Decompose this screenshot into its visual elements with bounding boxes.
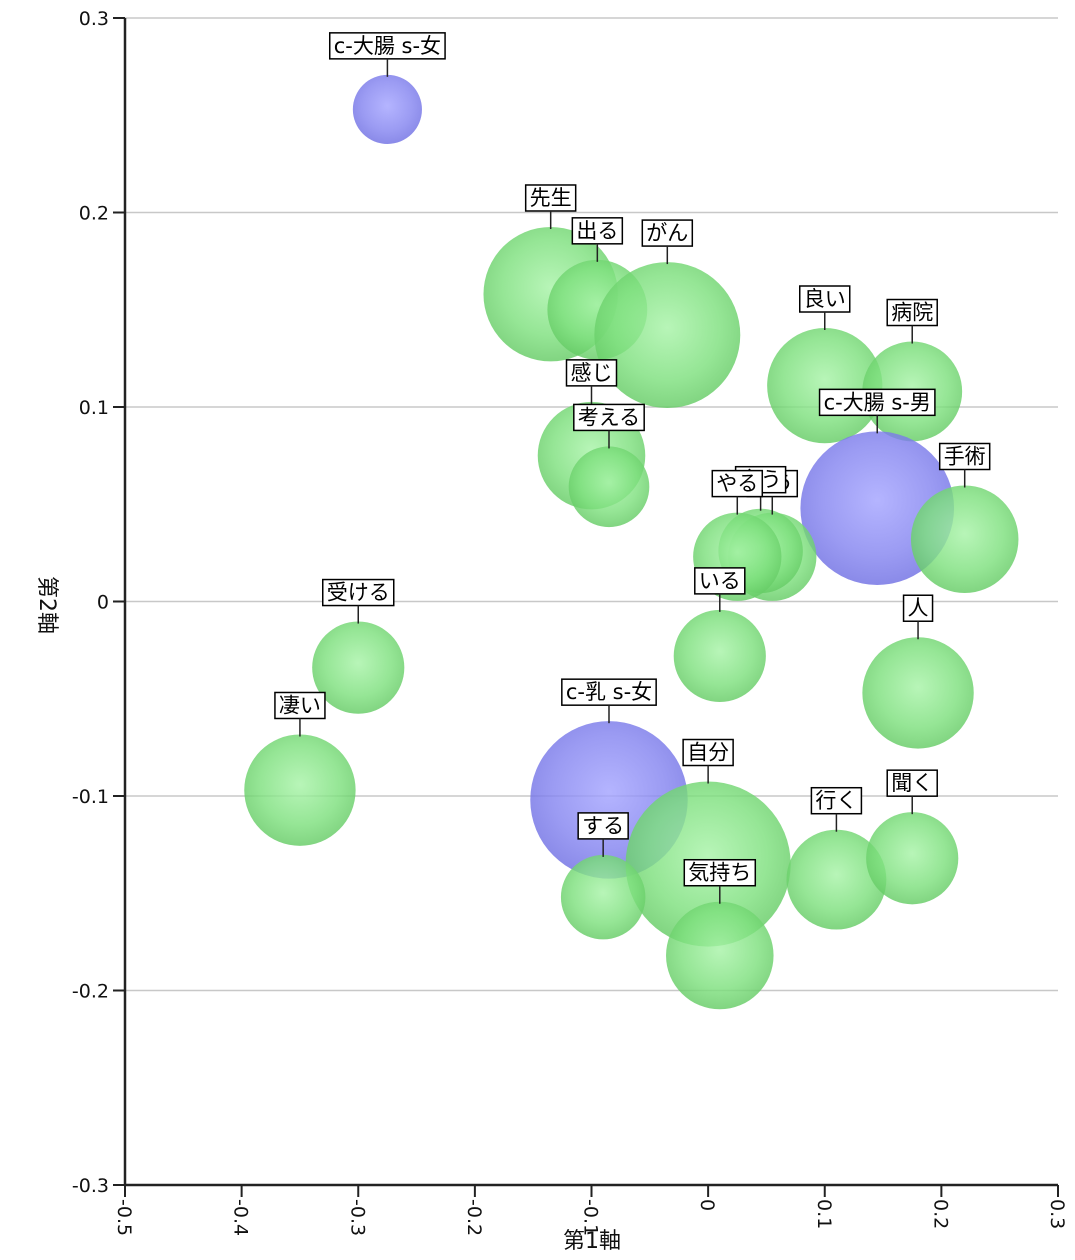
x-tick-label: 0	[696, 1199, 718, 1211]
y-axis-title: 第2軸	[34, 576, 59, 634]
bubble-label-box	[328, 32, 446, 60]
bubble-label: 病院	[886, 298, 938, 344]
bubble-label-text: 先生	[530, 186, 572, 210]
bubble-label-box	[565, 359, 618, 387]
bubble-label: 先生	[524, 184, 577, 229]
bubble-label: 聞く	[886, 769, 938, 815]
bubble-label-text: 良い	[804, 287, 846, 311]
word-bubble	[568, 446, 650, 528]
bubble-label-box	[683, 858, 757, 887]
bubble-label-text: 考える	[578, 405, 640, 429]
y-tick-label: 0.3	[79, 8, 109, 30]
bubble-label-text: 行く	[815, 789, 857, 813]
bubble-label: 自分	[682, 738, 734, 784]
bubble-label-box	[682, 738, 734, 767]
bubble-label: 手術	[938, 442, 991, 488]
word-bubble	[786, 829, 887, 930]
bubble-label: 良い	[799, 285, 851, 331]
word-bubble	[312, 621, 405, 714]
bubble-label: c-大腸 s-女	[328, 32, 446, 77]
bubble-label-text: 病院	[891, 301, 933, 325]
bubble-label: 考える	[573, 403, 645, 449]
x-tick-label: 0.3	[1046, 1199, 1068, 1229]
y-tick-label: 0.2	[79, 203, 109, 225]
word-bubble	[666, 901, 774, 1010]
axes: 0.30.20.10-0.1-0.2-0.3-0.5 -0.4 -0.3 -0.2 -0…	[72, 8, 1068, 1236]
bubble-label: がん	[641, 219, 694, 265]
bubble-label: する	[577, 812, 629, 857]
bubble-label-text: やる	[716, 472, 758, 496]
x-tick-label: 0.2	[929, 1199, 951, 1229]
bubble-label-text: 出る	[576, 219, 618, 243]
x-tick-label: -0.4	[230, 1199, 252, 1236]
bubble-label-text: する	[582, 814, 624, 838]
y-tick-label: -0.3	[72, 1175, 109, 1197]
bubble-label: 感じ	[565, 359, 618, 404]
bubble-label: いる	[694, 567, 746, 612]
bubble-label-box	[573, 403, 645, 432]
x-tick-label: -0.2	[463, 1199, 485, 1236]
x-tick-label: -0.3	[346, 1199, 368, 1236]
word-bubble	[244, 734, 356, 846]
bubble-label-box	[322, 578, 395, 607]
x-axis-title: 第1軸	[563, 1229, 621, 1254]
bubble-label: 凄い	[274, 691, 326, 737]
bubble-label-text: 聞く	[891, 771, 933, 795]
bubble-label: 受ける	[322, 578, 395, 624]
bubble-label-text: c-大腸 s-男	[824, 390, 931, 414]
y-tick-label: 0	[97, 592, 109, 614]
bubble-label-text: c-乳 s-女	[566, 680, 652, 704]
word-bubble	[862, 637, 974, 749]
word-bubble	[910, 485, 1019, 594]
bubble-label: 気持ち	[683, 858, 757, 904]
word-bubble	[866, 812, 959, 905]
bubble-label-text: 気持ち	[688, 861, 751, 885]
bubble-label: 行く	[810, 786, 863, 832]
bubble-label: 出る	[571, 217, 624, 262]
bubble-label: c-大腸 s-男	[818, 388, 936, 434]
bubble-label-text: 手術	[944, 445, 986, 469]
bubble-label-box	[641, 219, 694, 247]
x-tick-label: -0.1	[580, 1199, 602, 1236]
bubble-label-text: 受ける	[327, 581, 390, 605]
word-bubble	[560, 854, 646, 940]
bubble-label-text: 自分	[687, 741, 729, 765]
x-tick-label: 0.1	[813, 1199, 835, 1229]
bubble-label-box	[902, 594, 934, 622]
bubble-label-text: 人	[908, 596, 929, 620]
bubble-label-text: いる	[699, 569, 741, 593]
word-bubble	[594, 262, 741, 408]
bubble-label-box	[818, 388, 936, 417]
y-tick-label: -0.1	[72, 786, 109, 808]
bubble-label-box	[561, 678, 657, 706]
bubble-label-box	[577, 812, 629, 840]
bubble-label-text: がん	[646, 221, 688, 245]
bubble-label-box	[524, 184, 577, 212]
x-tick-label: -0.5	[113, 1199, 135, 1236]
bubble-label-text: 凄い	[279, 693, 321, 717]
bubble-label-box	[810, 786, 863, 815]
bubble-label-box	[274, 691, 326, 720]
bubble-label: やる	[711, 469, 764, 515]
bubble-label: c-乳 s-女	[561, 678, 657, 724]
category-bubble	[352, 74, 422, 144]
bubbles	[244, 74, 1019, 1010]
word-bubble	[673, 609, 766, 703]
bubble-label-box	[571, 217, 624, 245]
bubble-label-text: c-大腸 s-女	[334, 34, 441, 58]
y-tick-label: -0.2	[72, 981, 109, 1003]
bubble-label: 人	[902, 594, 934, 640]
bubble-label-text: 感じ	[571, 361, 613, 385]
y-tick-label: 0.1	[79, 397, 109, 419]
